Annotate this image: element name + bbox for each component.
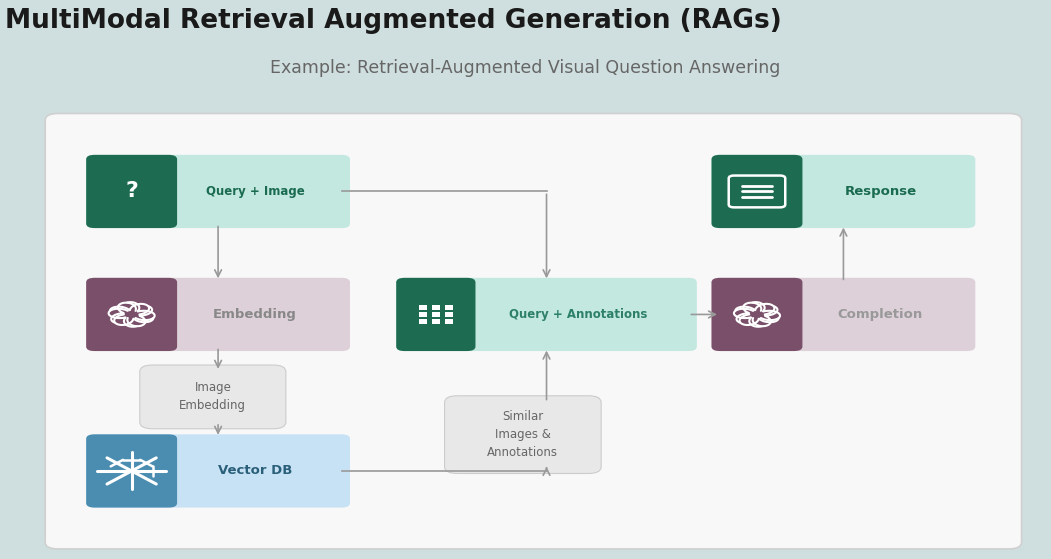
Text: Query + Image: Query + Image — [206, 185, 305, 198]
Bar — [418, 312, 427, 316]
FancyBboxPatch shape — [86, 434, 177, 508]
Text: ?: ? — [125, 182, 138, 201]
Bar — [445, 319, 453, 324]
Text: Embedding: Embedding — [213, 308, 297, 321]
FancyBboxPatch shape — [396, 278, 697, 351]
FancyBboxPatch shape — [140, 365, 286, 429]
Text: Completion: Completion — [838, 308, 923, 321]
Text: Similar
Images &
Annotations: Similar Images & Annotations — [488, 410, 558, 459]
FancyBboxPatch shape — [396, 278, 475, 351]
Text: Vector DB: Vector DB — [218, 465, 292, 477]
Text: Image
Embedding: Image Embedding — [180, 381, 246, 413]
FancyBboxPatch shape — [712, 155, 803, 228]
FancyBboxPatch shape — [86, 155, 350, 228]
Bar — [445, 305, 453, 310]
Bar — [432, 319, 440, 324]
Text: Example: Retrieval-Augmented Visual Question Answering: Example: Retrieval-Augmented Visual Ques… — [270, 59, 781, 77]
FancyBboxPatch shape — [86, 278, 177, 351]
FancyBboxPatch shape — [86, 278, 350, 351]
FancyBboxPatch shape — [45, 113, 1022, 549]
Bar — [432, 312, 440, 316]
Bar — [418, 305, 427, 310]
FancyBboxPatch shape — [86, 434, 350, 508]
Text: MultiModal Retrieval Augmented Generation (RAGs): MultiModal Retrieval Augmented Generatio… — [5, 8, 782, 35]
FancyBboxPatch shape — [86, 155, 177, 228]
Bar — [418, 319, 427, 324]
Bar — [432, 305, 440, 310]
FancyBboxPatch shape — [712, 278, 975, 351]
Text: Response: Response — [844, 185, 916, 198]
FancyBboxPatch shape — [445, 396, 601, 473]
FancyBboxPatch shape — [712, 155, 975, 228]
Text: Query + Annotations: Query + Annotations — [509, 308, 647, 321]
FancyBboxPatch shape — [712, 278, 803, 351]
Bar — [445, 312, 453, 316]
